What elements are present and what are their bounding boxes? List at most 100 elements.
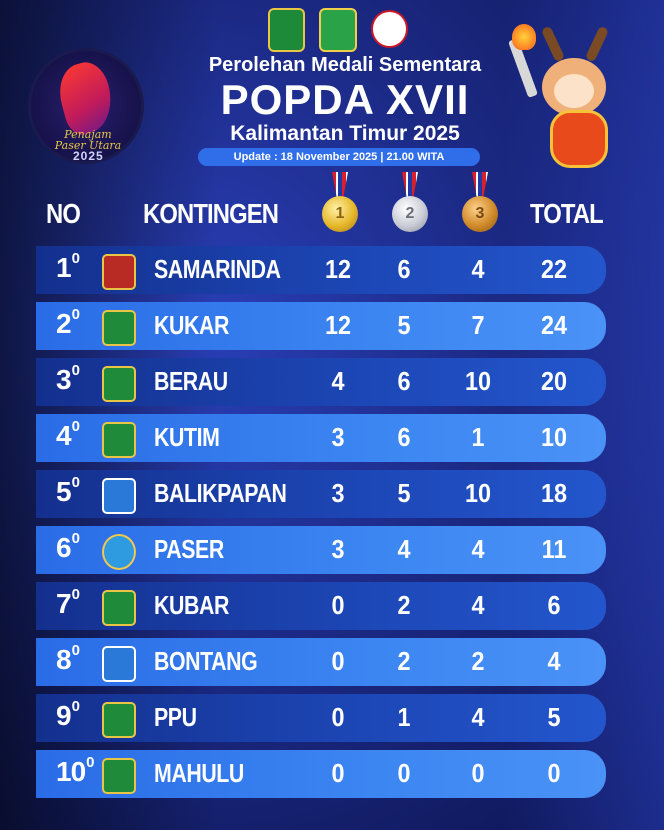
total-count: 10 [540, 422, 568, 452]
rank-number: 7 [56, 588, 72, 619]
rank-suffix: 0 [71, 474, 80, 491]
rank-suffix: 0 [71, 362, 80, 379]
rank-suffix: 0 [71, 250, 80, 267]
total-count: 11 [541, 534, 567, 564]
total-count: 6 [547, 590, 561, 620]
total-count: 24 [540, 310, 568, 340]
total-count: 0 [547, 758, 561, 788]
page-title: POPDA XVII [220, 76, 470, 123]
mascot-body [550, 110, 608, 168]
antler-right [584, 25, 610, 63]
kontingen-name: KUBAR [154, 590, 229, 620]
paser-crest-icon [102, 534, 136, 570]
column-header-no: NO [46, 198, 81, 229]
table-row: 30 BERAU 4 6 10 20 [36, 358, 606, 406]
kukar-crest-icon [102, 310, 136, 346]
kontingen-name: KUTIM [154, 422, 220, 452]
rank-suffix: 0 [71, 586, 80, 603]
rank: 10 [56, 250, 80, 284]
berau-crest-icon [102, 366, 136, 402]
page-region: Kalimantan Timur 2025 [230, 122, 460, 145]
medal-ribbon [402, 172, 418, 198]
rank-number: 1 [56, 252, 72, 283]
rank-number: 6 [56, 532, 72, 563]
silver-count: 1 [397, 702, 411, 732]
gold-count: 3 [331, 478, 345, 508]
popda-event-logo: Penajam Paser Utara 2025 [28, 48, 144, 164]
column-header-total: TOTAL [530, 198, 604, 229]
table-row: 90 PPU 0 1 4 5 [36, 694, 606, 742]
kontingen-name: PASER [154, 534, 224, 564]
rank-suffix: 0 [71, 642, 80, 659]
gold-count: 4 [331, 366, 345, 396]
gold-count: 0 [331, 702, 345, 732]
column-header-kontingen: KONTINGEN [143, 198, 279, 229]
total-count: 5 [547, 702, 561, 732]
update-badge: Update : 18 November 2025 | 21.00 WITA [198, 148, 480, 166]
kontingen-name: BERAU [154, 366, 228, 396]
table-row: 60 PASER 3 4 4 11 [36, 526, 606, 574]
gold-count: 0 [331, 758, 345, 788]
silver-count: 6 [397, 366, 411, 396]
silver-count: 5 [397, 310, 411, 340]
silver-count: 2 [397, 646, 411, 676]
table-row: 50 BALIKPAPAN 3 5 10 18 [36, 470, 606, 518]
rank-suffix: 0 [71, 698, 80, 715]
gold-count: 0 [331, 646, 345, 676]
total-count: 4 [547, 646, 561, 676]
silver-count: 6 [397, 422, 411, 452]
rank-suffix: 0 [71, 306, 80, 323]
event-logo-year: 2025 [73, 149, 104, 163]
rank: 70 [56, 586, 80, 620]
samarinda-crest-icon [102, 254, 136, 290]
gold-count: 3 [331, 422, 345, 452]
bronze-count: 2 [471, 646, 485, 676]
medal-ribbon [332, 172, 348, 198]
mahulu-crest-icon [102, 758, 136, 794]
silver-medal-icon: 2 [390, 172, 430, 236]
total-count: 22 [540, 254, 568, 284]
kubar-crest-icon [102, 590, 136, 626]
bronze-count: 10 [464, 366, 492, 396]
table-row: 100 MAHULU 0 0 0 0 [36, 750, 606, 798]
silver-count: 2 [397, 590, 411, 620]
page-subtitle: Perolehan Medali Sementara [208, 54, 482, 76]
rank-number: 2 [56, 308, 72, 339]
bontang-crest-icon [102, 646, 136, 682]
kontingen-name: PPU [154, 702, 197, 732]
bronze-count: 4 [471, 702, 485, 732]
sponsor-logos [268, 8, 408, 52]
balikpapan-crest-icon [102, 478, 136, 514]
gold-medal-icon: 1 [320, 172, 360, 236]
mascot-deer-image [508, 18, 632, 178]
bronze-count: 4 [471, 254, 485, 284]
antler-left [540, 25, 566, 63]
silver-count: 0 [397, 758, 411, 788]
silver-count: 5 [397, 478, 411, 508]
rank-number: 8 [56, 644, 72, 675]
table-row: 40 KUTIM 3 6 1 10 [36, 414, 606, 462]
gold-count: 12 [324, 310, 352, 340]
silver-count: 6 [397, 254, 411, 284]
table-row: 20 KUKAR 12 5 7 24 [36, 302, 606, 350]
kontingen-name: BALIKPAPAN [154, 478, 287, 508]
rank: 60 [56, 530, 80, 564]
rank-number: 4 [56, 420, 72, 451]
table-row: 10 SAMARINDA 12 6 4 22 [36, 246, 606, 294]
rank: 80 [56, 642, 80, 676]
rank-suffix: 0 [86, 754, 94, 771]
silver-count: 4 [397, 534, 411, 564]
medal-ribbon [472, 172, 488, 198]
bronze-count: 7 [471, 310, 485, 340]
table-row: 80 BONTANG 0 2 2 4 [36, 638, 606, 686]
koni-logo [370, 10, 408, 48]
silver-medal-label: 2 [392, 196, 428, 232]
bronze-count: 1 [471, 422, 485, 452]
total-count: 18 [540, 478, 568, 508]
rank: 90 [56, 698, 80, 732]
rank: 40 [56, 418, 80, 452]
kontingen-name: BONTANG [154, 646, 258, 676]
bronze-count: 0 [471, 758, 485, 788]
rank: 30 [56, 362, 80, 396]
ppu-crest-icon [102, 702, 136, 738]
